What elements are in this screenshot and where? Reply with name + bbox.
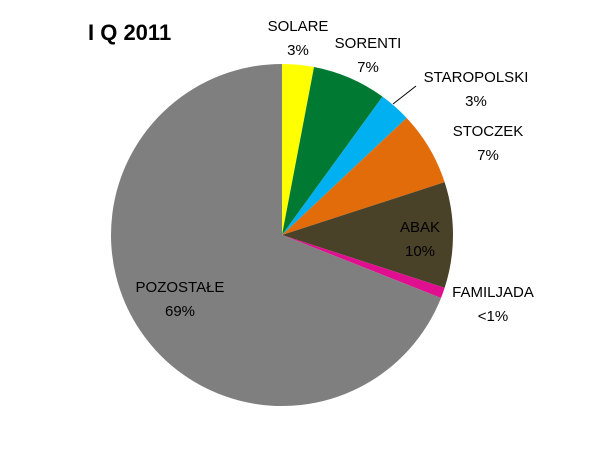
slice-label-abak: ABAK: [400, 219, 440, 236]
pie-slice-stoczek: [282, 117, 445, 235]
slice-value-abak: 10%: [405, 243, 435, 260]
pie-slice-sorenti: [282, 67, 383, 236]
slice-label-stoczek: STOCZEK: [453, 123, 524, 140]
pie-slice-pozosta-e: [111, 64, 441, 406]
slice-label-sorenti: SORENTI: [335, 35, 402, 52]
pie-slice-abak: [282, 182, 453, 288]
slice-value-stoczek: 7%: [477, 147, 499, 164]
slice-value-sorenti: 7%: [357, 59, 379, 76]
slice-label-solare: SOLARE: [268, 18, 329, 35]
slice-value-solare: 3%: [287, 42, 309, 59]
pie-slice-familjada: [282, 235, 445, 298]
slice-label-staropolski: STAROPOLSKI: [424, 69, 529, 86]
slice-label-pozosta-e: POZOSTAŁE: [136, 279, 225, 296]
slice-value-familjada: <1%: [478, 308, 508, 325]
pie-slice-solare: [282, 64, 315, 235]
chart-title: I Q 2011: [88, 20, 172, 45]
pie-slice-staropolski: [282, 96, 407, 235]
slice-label-familjada: FAMILJADA: [452, 284, 534, 301]
slice-value-pozosta-e: 69%: [165, 303, 195, 320]
slice-value-staropolski: 3%: [465, 93, 487, 110]
leader-line-staropolski: [392, 85, 417, 105]
